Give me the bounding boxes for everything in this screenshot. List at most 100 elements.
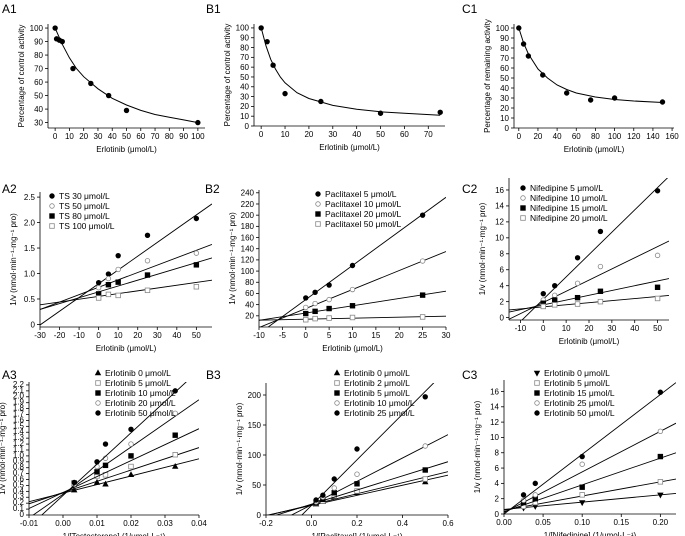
x-tick-label: 40 — [352, 130, 361, 139]
x-tick-label: 30 — [94, 132, 103, 141]
x-tick-label: -5 — [279, 331, 287, 340]
x-tick-label: 10 — [281, 130, 290, 139]
data-point — [326, 296, 332, 303]
chart-c1: 0 20 40 60 80 100 120 140 1600102030405060708090… — [462, 2, 679, 154]
chart-a1: 0 10 20 30 40 50 60 70 80 90 10030405060708090100E… — [2, 2, 205, 154]
y-tick-label: 70 — [34, 64, 43, 73]
x-tick-label: 0.00 — [496, 518, 512, 527]
legend-item: Erlotinib 0 μmol/L — [533, 368, 610, 378]
y-tick-label: 0 — [31, 320, 36, 329]
data-point — [144, 232, 151, 239]
data-point — [422, 476, 428, 482]
x-tick-label: 20 — [395, 331, 404, 340]
y-axis-label: Percentage of remaining activity — [483, 19, 492, 133]
panel-label: A1 — [2, 2, 17, 16]
y-tick-label: 1.3 — [13, 433, 25, 442]
x-tick-label: 20 — [533, 132, 542, 141]
legend-item: Nifedipine 10 μmol/L — [520, 193, 608, 203]
y-tick-label: 90 — [34, 37, 43, 46]
legend-item: Paclitaxel 5 μmol/L — [315, 189, 397, 199]
regression-line — [290, 434, 448, 515]
legend-marker — [95, 410, 101, 416]
data-point — [258, 25, 264, 31]
y-tick-label: 1.9 — [13, 398, 25, 407]
series-4 — [40, 279, 212, 306]
regression-line — [29, 428, 199, 509]
legend-item: Erlotinib 50 μmol/L — [95, 408, 176, 418]
x-tick-label: 0 — [304, 331, 309, 340]
data-point — [172, 410, 178, 417]
legend-item: Erlotinib 10 μmol/L — [95, 388, 176, 398]
panel-label: B1 — [206, 2, 221, 16]
y-tick-label: 14 — [495, 202, 504, 211]
y-tick-label: 0.5 — [13, 480, 25, 489]
data-point — [193, 215, 200, 222]
y-tick-label: 200 — [248, 391, 262, 400]
legend-marker — [49, 203, 55, 209]
chart-b2: -10 -5 0 5 10 15 20 25 30 20 40 60 80 100 120 140 160 180… — [205, 182, 451, 353]
y-tick-label: 1.6 — [13, 415, 25, 424]
legend-label: Erlotinib 0 μmol/L — [344, 368, 410, 378]
y-axis-label: 1/v (nmol·min⁻¹·mg⁻¹ pro) — [0, 402, 7, 495]
legend-marker — [95, 390, 101, 396]
legend-marker — [334, 410, 340, 416]
y-tick-label: 50 — [34, 91, 43, 100]
y-tick-label: 80 — [34, 51, 43, 60]
chart-b1: 0 10 20 30 40 50 60 700102030405060708090100Erl… — [206, 2, 445, 152]
data-point — [552, 282, 558, 289]
data-point — [95, 279, 102, 286]
panel-label: C2 — [462, 182, 478, 196]
data-point — [597, 288, 604, 294]
legend-item: Erlotinib 5 μmol/L — [334, 388, 410, 398]
legend-item: TS 100 μmol/L — [49, 221, 115, 231]
fit-curve — [54, 27, 198, 124]
data-point — [552, 292, 558, 298]
data-point — [525, 53, 532, 59]
x-tick-label: 30 — [442, 331, 451, 340]
y-tick-label: 0.2 — [13, 498, 25, 507]
fit-curve — [260, 27, 441, 116]
data-point — [52, 25, 58, 31]
legend-marker — [333, 369, 341, 376]
y-tick-label: 50 — [252, 481, 261, 490]
x-tick-label: 100 — [191, 132, 205, 141]
y-tick-label: 2.2 — [13, 380, 25, 389]
data-point — [520, 497, 527, 503]
legend-label: Paclitaxel 20 μmol/L — [325, 209, 402, 219]
y-tick-label: 2.0 — [24, 218, 36, 227]
x-tick-label: 0.2 — [351, 519, 363, 528]
legend-marker — [49, 193, 55, 199]
y-tick-label: 60 — [245, 289, 254, 298]
y-tick-label: 4 — [495, 479, 500, 488]
data-point — [282, 90, 288, 97]
y-tick-label: 1.5 — [13, 421, 25, 430]
x-tick-label: -10 — [73, 331, 85, 340]
data-point — [349, 286, 356, 293]
series-2 — [267, 471, 448, 515]
y-axis-label: 1/v (nmol·min⁻¹·mg⁻¹ pro) — [235, 402, 244, 495]
x-tick-label: -0.01 — [20, 519, 39, 528]
regression-line — [41, 382, 187, 515]
legend-item: Erlotinib 0 μmol/L — [333, 368, 410, 378]
x-axis-label: Erlotinib (μmol/L) — [96, 145, 157, 154]
x-axis-label: Erlotinib (μmol/L) — [319, 143, 380, 152]
x-tick-label: 90 — [179, 132, 188, 141]
legend-item: Erlotinib 50 μmol/L — [534, 408, 615, 418]
x-tick-label: -30 — [34, 331, 46, 340]
y-tick-label: 70 — [500, 54, 509, 63]
legend-label: Erlotinib 5 μmol/L — [105, 378, 171, 388]
data-point — [331, 476, 337, 482]
y-tick-label: 10 — [495, 234, 504, 243]
data-point — [270, 62, 276, 68]
data-point — [597, 298, 604, 305]
series-3 — [275, 461, 448, 515]
data-point — [657, 492, 664, 499]
data-point — [419, 292, 426, 298]
data-point — [532, 480, 538, 487]
y-tick-label: 0.5 — [24, 295, 36, 304]
y-tick-label: 50 — [500, 74, 509, 83]
data-point — [128, 463, 134, 470]
data-point — [597, 263, 604, 270]
data-point — [331, 485, 337, 491]
